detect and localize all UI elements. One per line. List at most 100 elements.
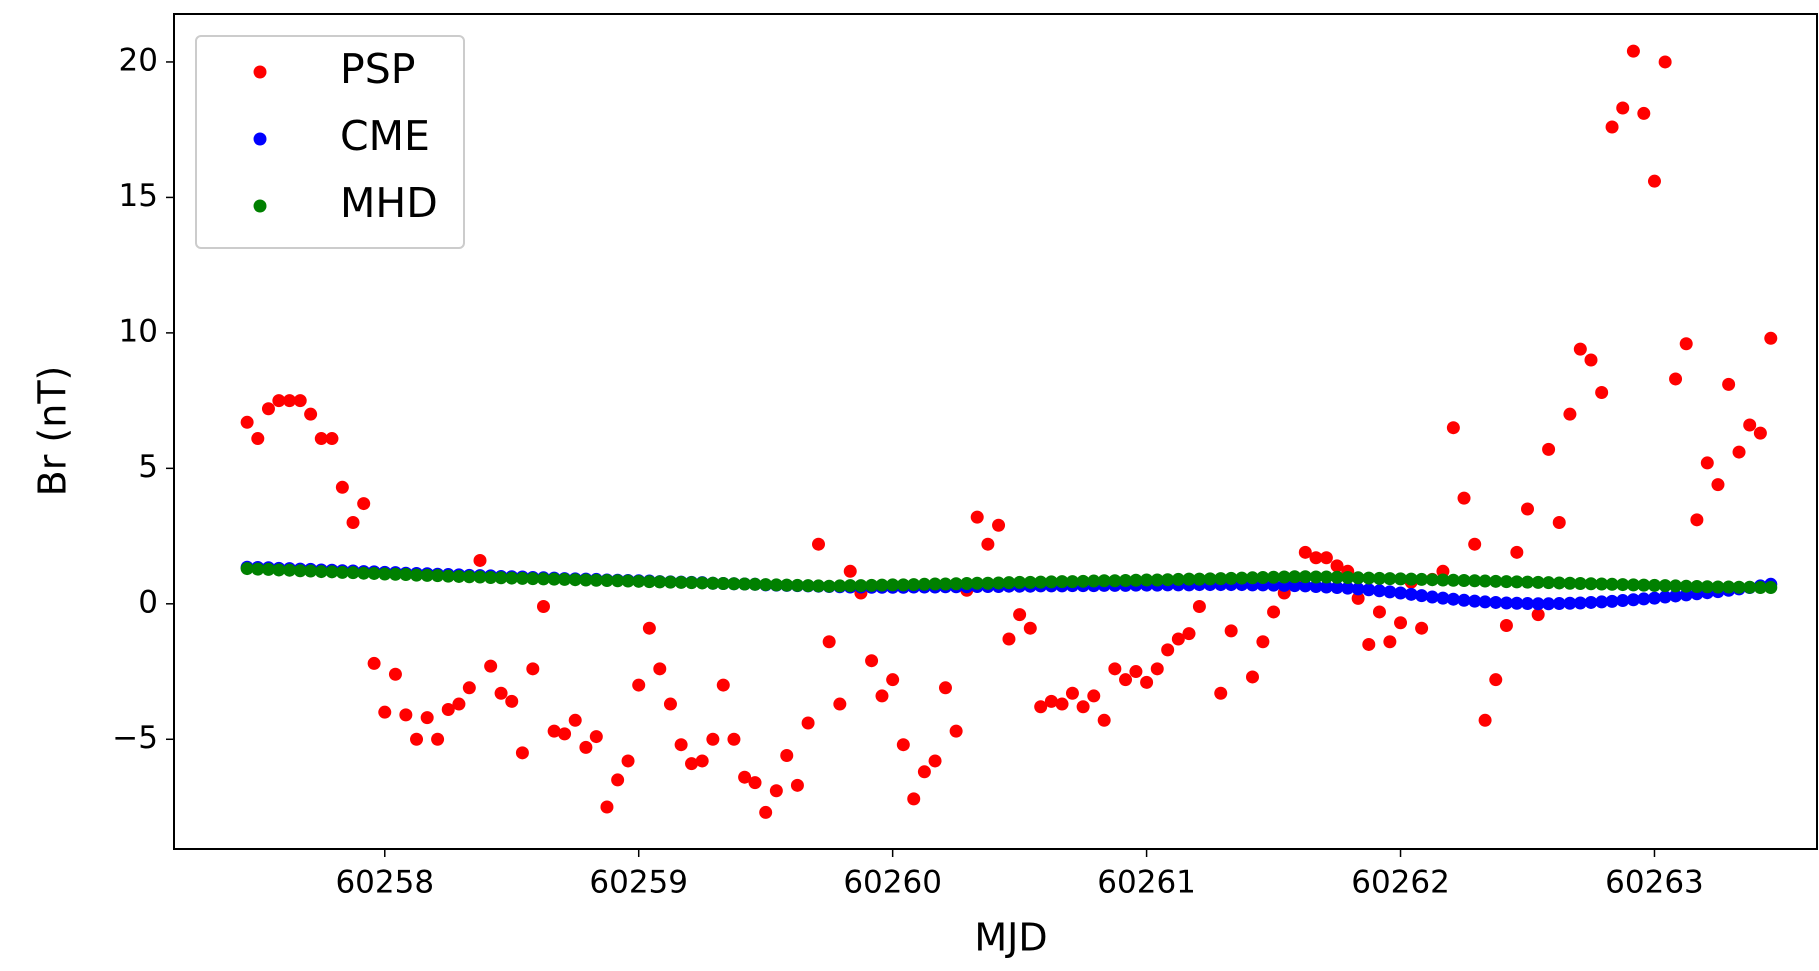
data-point [1394,586,1408,600]
data-point [663,697,677,711]
data-point [780,578,794,592]
data-point [1394,616,1408,630]
data-point [970,576,984,590]
data-point [706,732,720,746]
data-point [452,569,466,583]
data-point [865,654,879,668]
data-point [536,572,550,586]
data-point [1595,385,1609,399]
data-point [674,575,688,589]
data-point [653,575,667,589]
data-point [1658,55,1672,69]
data-point [1404,572,1418,586]
data-point [1468,537,1482,551]
data-point [1087,689,1101,703]
data-point [283,394,297,408]
data-point [1330,570,1344,584]
data-point [1446,592,1460,606]
data-point [251,432,265,446]
y-tick-label: 0 [138,584,158,620]
data-point [886,578,900,592]
data-point [494,571,508,585]
data-point [1351,571,1365,585]
data-point [780,749,794,763]
data-point [367,566,381,580]
data-point [1658,579,1672,593]
data-point [1700,456,1714,470]
legend-marker [253,132,267,146]
data-point [1245,571,1259,585]
data-point [917,765,931,779]
data-point [1753,581,1767,595]
data-point [452,697,466,711]
data-point [1161,573,1175,587]
x-tick-label: 60261 [1097,865,1196,901]
data-point [293,564,307,578]
data-point [1669,579,1683,593]
data-point [1288,570,1302,584]
data-point [1119,673,1133,687]
data-point [812,579,826,593]
data-point [1013,575,1027,589]
data-point [1108,662,1122,676]
data-point [261,402,275,416]
data-point [1055,575,1069,589]
data-point [484,571,498,585]
data-point [335,565,349,579]
data-point [1044,575,1058,589]
data-point [1468,574,1482,588]
data-point [653,662,667,676]
data-point [1690,579,1704,593]
data-point [1034,575,1048,589]
data-point [526,572,540,586]
data-point [1171,632,1185,646]
data-point [1679,337,1693,351]
data-point [1372,605,1386,619]
data-point [1097,574,1111,588]
data-point [865,578,879,592]
data-point [1002,576,1016,590]
data-point [1595,595,1609,609]
data-point [1531,597,1545,611]
data-point [314,432,328,446]
data-point [1616,594,1630,608]
data-point [917,577,931,591]
data-point [1087,574,1101,588]
data-point [1489,574,1503,588]
data-point [1425,590,1439,604]
data-point [1552,516,1566,530]
data-point [1034,700,1048,714]
legend-label: MHD [340,179,438,227]
data-point [938,681,952,695]
data-point [1732,445,1746,459]
data-point [1065,575,1079,589]
data-point [1436,573,1450,587]
data-point [1753,426,1767,440]
data-point [759,578,773,592]
data-point [1267,605,1281,619]
data-point [621,574,635,588]
data-point [1647,174,1661,188]
data-point [1478,574,1492,588]
data-point [1372,584,1386,598]
data-point [1298,545,1312,559]
data-point [1415,621,1429,635]
data-point [1129,665,1143,679]
data-point [1341,571,1355,585]
data-point [431,569,445,583]
legend-box [195,35,465,249]
data-point [1330,581,1344,595]
data-point [1679,579,1693,593]
data-point [843,579,857,593]
data-point [854,579,868,593]
data-point [547,724,561,738]
data-point [822,579,836,593]
data-point [1076,574,1090,588]
data-point [431,732,445,746]
data-point [1362,637,1376,651]
data-point [505,571,519,585]
data-point [600,574,614,588]
data-point [1235,571,1249,585]
data-point [1521,597,1535,611]
data-point [1140,675,1154,689]
